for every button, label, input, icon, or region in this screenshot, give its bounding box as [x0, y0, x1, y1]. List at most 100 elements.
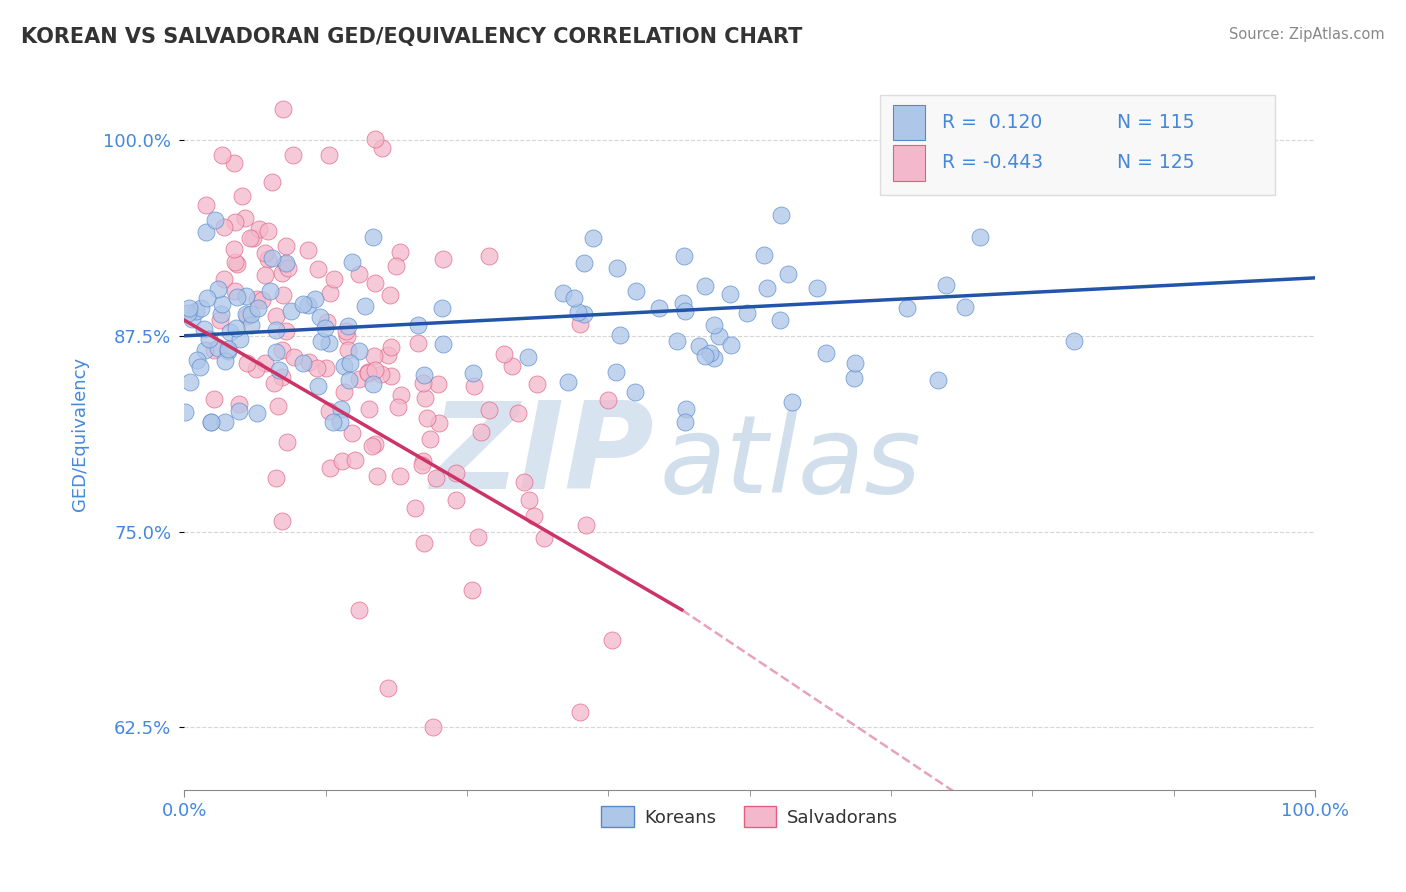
Point	[233, 211, 256, 225]
Point	[688, 338, 710, 352]
Point	[672, 249, 695, 263]
Point	[755, 281, 778, 295]
Point	[329, 415, 352, 429]
Point	[307, 261, 329, 276]
Point	[598, 392, 620, 407]
Point	[406, 336, 429, 351]
Point	[266, 344, 288, 359]
Point	[190, 301, 212, 315]
Point	[557, 375, 579, 389]
Point	[336, 329, 359, 343]
Point	[427, 376, 450, 391]
Point	[250, 293, 273, 308]
Point	[231, 189, 253, 203]
Point	[224, 254, 246, 268]
Point	[225, 321, 247, 335]
Point	[569, 705, 592, 719]
Point	[389, 244, 412, 259]
Point	[695, 279, 717, 293]
Point	[298, 355, 321, 369]
Point	[209, 313, 232, 327]
Point	[673, 415, 696, 429]
Point	[494, 347, 516, 361]
Point	[623, 384, 645, 399]
Point	[314, 321, 336, 335]
Point	[270, 343, 292, 357]
Point	[340, 425, 363, 440]
Point	[239, 318, 262, 333]
Point	[330, 454, 353, 468]
Point	[271, 266, 294, 280]
Point	[778, 267, 800, 281]
Point	[195, 291, 218, 305]
Point	[377, 348, 399, 362]
Point	[239, 231, 262, 245]
Point	[602, 633, 624, 648]
Point	[406, 318, 429, 332]
Text: N = 115: N = 115	[1116, 112, 1195, 132]
Point	[330, 402, 353, 417]
Point	[333, 359, 356, 373]
Point	[624, 284, 647, 298]
Point	[337, 373, 360, 387]
Point	[361, 230, 384, 244]
Point	[264, 309, 287, 323]
Point	[366, 469, 388, 483]
Point	[378, 288, 401, 302]
Point	[318, 403, 340, 417]
Point	[814, 346, 837, 360]
Point	[228, 404, 250, 418]
Point	[347, 343, 370, 358]
Point	[319, 461, 342, 475]
Point	[207, 281, 229, 295]
Point	[572, 307, 595, 321]
Text: Source: ZipAtlas.com: Source: ZipAtlas.com	[1229, 27, 1385, 42]
Point	[391, 388, 413, 402]
Point	[412, 376, 434, 390]
Point	[264, 471, 287, 485]
Point	[672, 296, 695, 310]
Point	[339, 356, 361, 370]
Point	[276, 256, 298, 270]
Point	[363, 276, 385, 290]
Point	[337, 343, 360, 358]
Point	[195, 198, 218, 212]
Point	[606, 261, 628, 276]
Point	[186, 303, 208, 318]
Bar	[893, 145, 925, 181]
Point	[277, 260, 299, 275]
Point	[927, 373, 949, 387]
Text: N = 125: N = 125	[1116, 153, 1195, 172]
Point	[371, 141, 394, 155]
Point	[673, 304, 696, 318]
Point	[413, 392, 436, 406]
Point	[246, 301, 269, 315]
Point	[276, 239, 298, 253]
Point	[844, 356, 866, 370]
Point	[364, 132, 387, 146]
Point	[318, 336, 340, 351]
Point	[212, 220, 235, 235]
Point	[380, 340, 402, 354]
Point	[419, 432, 441, 446]
Point	[253, 356, 276, 370]
Point	[357, 366, 380, 380]
Point	[202, 392, 225, 406]
Point	[470, 425, 492, 440]
Point	[806, 281, 828, 295]
Point	[567, 305, 589, 319]
Point	[222, 156, 245, 170]
Legend: Koreans, Salvadorans: Koreans, Salvadorans	[593, 799, 905, 834]
Point	[412, 536, 434, 550]
Point	[214, 272, 236, 286]
Point	[211, 307, 233, 321]
Point	[385, 260, 408, 274]
Point	[297, 298, 319, 312]
Point	[235, 289, 257, 303]
Point	[648, 301, 671, 315]
Point	[770, 208, 793, 222]
Point	[411, 458, 433, 473]
Point	[179, 375, 201, 389]
Point	[259, 284, 281, 298]
Point	[343, 453, 366, 467]
